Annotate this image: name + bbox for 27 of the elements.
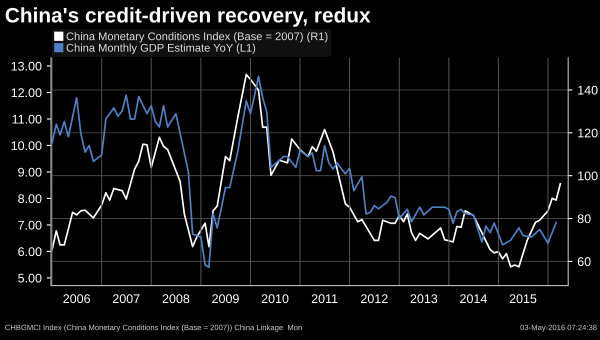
x-tick-label: 2013 <box>410 294 438 304</box>
y-tick-label: 8.00 <box>18 194 42 204</box>
y-tick-label: 11.00 <box>12 114 42 124</box>
chart-title: China's credit-driven recovery, redux <box>6 7 370 27</box>
x-tick-label: 2012 <box>361 294 388 304</box>
y-tick-label: 9.00 <box>18 168 42 177</box>
x-tick-label: 2010 <box>262 294 288 304</box>
x-tick-label: 2014 <box>460 294 487 304</box>
y2-tick-label: 60 <box>578 257 591 266</box>
y-tick-label: 13.00 <box>12 62 42 71</box>
y-tick-label: 10.00 <box>12 141 42 150</box>
x-tick-label: 2007 <box>112 294 140 304</box>
x-tick-label: 2011 <box>312 294 338 304</box>
y2-tick-label: 120 <box>578 128 598 138</box>
x-tick-label: 2008 <box>162 294 190 304</box>
y-tick-label: 6.00 <box>18 247 42 256</box>
legend-label: China Monetary Conditions Index (Base = 2007) (R1) <box>66 32 328 42</box>
legend-label: China Monthly GDP Estimate YoY (L1) <box>66 44 256 54</box>
y2-tick-label: 100 <box>578 171 598 180</box>
y2-tick-label: 80 <box>578 214 591 224</box>
x-tick-label: 2006 <box>63 294 90 304</box>
y-tick-label: 12.00 <box>12 88 42 98</box>
x-tick-label: 2009 <box>212 294 239 304</box>
y-tick-label: 7.00 <box>18 220 42 230</box>
x-tick-label: 2015 <box>510 294 536 304</box>
y2-tick-label: 140 <box>578 86 598 95</box>
y-tick-label: 5.00 <box>18 274 42 283</box>
